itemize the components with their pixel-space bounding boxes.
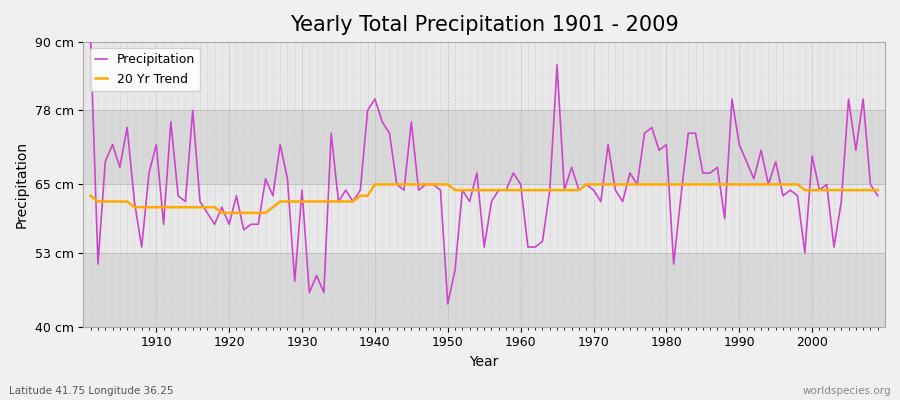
20 Yr Trend: [144, 205, 155, 210]
Legend: Precipitation, 20 Yr Trend: Precipitation, 20 Yr Trend: [90, 48, 201, 91]
X-axis label: Year: Year: [470, 355, 499, 369]
Line: 20 Yr Trend: 20 Yr Trend: [91, 184, 878, 213]
Bar: [84, 253, 885, 327]
20 Yr Trend: [370, 182, 381, 187]
Precipitation: [86, 40, 96, 44]
20 Yr Trend: [523, 188, 534, 192]
20 Yr Trend: [311, 199, 322, 204]
20 Yr Trend: [530, 188, 541, 192]
20 Yr Trend: [86, 194, 96, 198]
Title: Yearly Total Precipitation 1901 - 2009: Yearly Total Precipitation 1901 - 2009: [290, 15, 679, 35]
Precipitation: [523, 245, 534, 250]
Precipitation: [515, 182, 526, 187]
Precipitation: [144, 171, 155, 176]
20 Yr Trend: [872, 188, 883, 192]
Precipitation: [443, 302, 454, 306]
Precipitation: [610, 188, 621, 192]
Line: Precipitation: Precipitation: [91, 42, 878, 304]
20 Yr Trend: [217, 210, 228, 215]
Text: worldspecies.org: worldspecies.org: [803, 386, 891, 396]
Precipitation: [304, 290, 315, 295]
20 Yr Trend: [355, 194, 365, 198]
20 Yr Trend: [617, 182, 628, 187]
Text: Latitude 41.75 Longitude 36.25: Latitude 41.75 Longitude 36.25: [9, 386, 174, 396]
Precipitation: [872, 194, 883, 198]
Precipitation: [347, 199, 358, 204]
Bar: [84, 110, 885, 184]
Y-axis label: Precipitation: Precipitation: [15, 141, 29, 228]
